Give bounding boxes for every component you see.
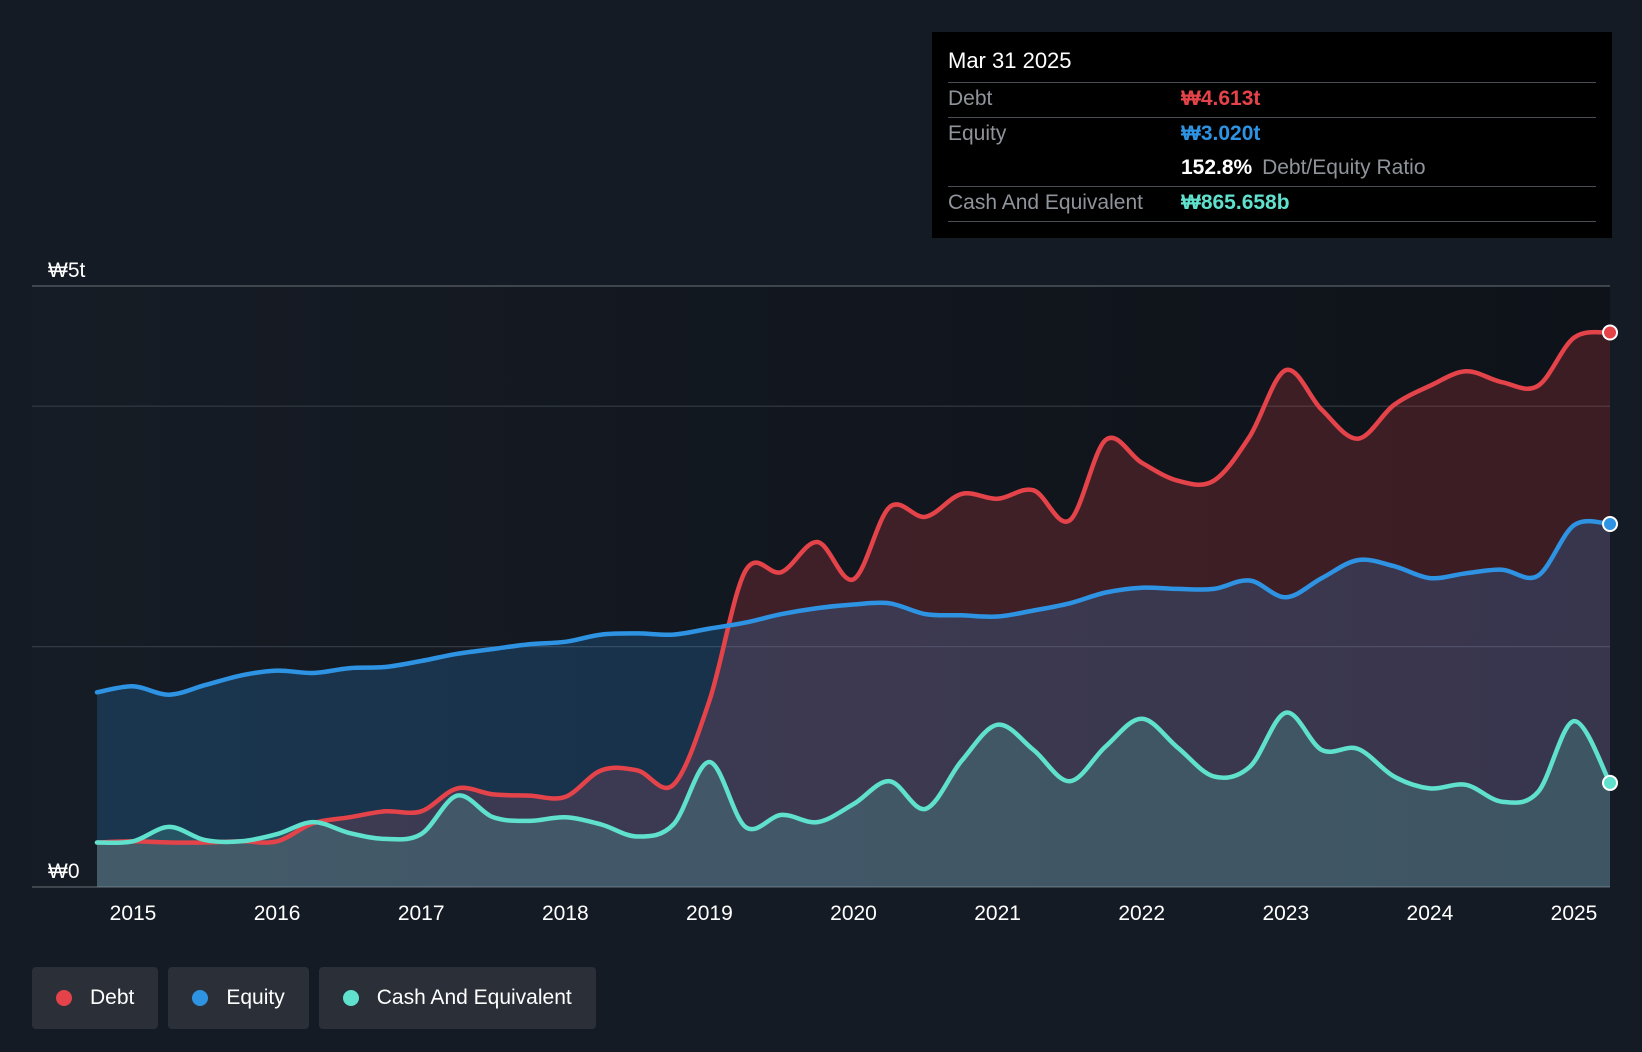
y-tick-label: ₩5t — [48, 259, 86, 282]
tooltip-row-debt: Debt ₩4.613t — [948, 82, 1596, 117]
legend-debt-label: Debt — [90, 986, 135, 1009]
equity-dot-icon — [192, 990, 209, 1006]
area-equity — [97, 521, 1610, 887]
x-tick-label: 2023 — [1262, 902, 1309, 925]
tooltip-row-ratio: 152.8% Debt/Equity Ratio — [948, 152, 1596, 186]
end-marker-cash-and-equivalent — [1602, 774, 1619, 791]
x-tick-label: 2022 — [1118, 902, 1165, 925]
legend-cash-label: Cash And Equivalent — [376, 986, 572, 1009]
x-tick-label: 2019 — [686, 902, 733, 925]
axis-labels: ₩5t ₩0 2015 2016 2017 2018 2019 2020 2021 2022 202… — [48, 259, 1597, 925]
series-areas — [97, 332, 1610, 887]
line-equity — [94, 518, 1610, 697]
area-cash-and-equivalent — [97, 712, 1610, 887]
area-debt — [97, 332, 1610, 887]
series-lines — [94, 329, 1610, 846]
tooltip-debt-label: Debt — [948, 87, 993, 110]
legend-item-cash[interactable]: Cash And Equivalent — [318, 967, 596, 1029]
tooltip-cash-label: Cash And Equivalent — [948, 191, 1143, 214]
legend-item-equity[interactable]: Equity — [168, 967, 309, 1029]
end-marker-equity — [1602, 515, 1619, 532]
line-debt — [94, 329, 1610, 845]
x-tick-label: 2016 — [254, 902, 301, 925]
x-tick-label: 2020 — [830, 902, 877, 925]
tooltip: Mar 31 2025 Debt ₩4.613t Equity ₩3.020t … — [932, 32, 1612, 238]
tooltip-equity-value: ₩3.020t — [1181, 122, 1261, 145]
tooltip-row-equity: Equity ₩3.020t — [948, 117, 1596, 152]
line-cash-and-equivalent — [94, 710, 1610, 846]
x-tick-label: 2015 — [110, 902, 157, 925]
gridlines — [32, 285, 1610, 888]
tooltip-ratio-value: 152.8% — [1181, 156, 1253, 179]
tooltip-debt-value: ₩4.613t — [1181, 87, 1261, 110]
y-tick-label: ₩0 — [48, 860, 80, 883]
debt-dot-icon — [56, 990, 72, 1006]
end-marker-debt — [1602, 324, 1619, 341]
tooltip-cash-value: ₩865.658b — [1181, 191, 1290, 214]
legend-equity-label: Equity — [226, 986, 285, 1009]
x-tick-label: 2021 — [974, 902, 1021, 925]
plot-background — [32, 286, 1610, 888]
x-tick-label: 2025 — [1551, 902, 1598, 925]
tooltip-equity-label: Equity — [948, 122, 1007, 145]
tooltip-ratio-label: Debt/Equity Ratio — [1262, 156, 1426, 179]
tooltip-ratio: 152.8% Debt/Equity Ratio — [1181, 152, 1426, 184]
x-tick-label: 2024 — [1407, 902, 1454, 925]
tooltip-date: Mar 31 2025 — [948, 48, 1072, 73]
x-tick-label: 2018 — [542, 902, 589, 925]
end-markers — [1602, 324, 1619, 791]
cash-dot-icon — [342, 990, 359, 1006]
legend-item-debt[interactable]: Debt — [32, 967, 159, 1029]
tooltip-row-cash: Cash And Equivalent ₩865.658b — [948, 186, 1596, 222]
x-tick-label: 2017 — [398, 902, 445, 925]
legend: Debt Equity Cash And Equivalent — [32, 967, 596, 1031]
